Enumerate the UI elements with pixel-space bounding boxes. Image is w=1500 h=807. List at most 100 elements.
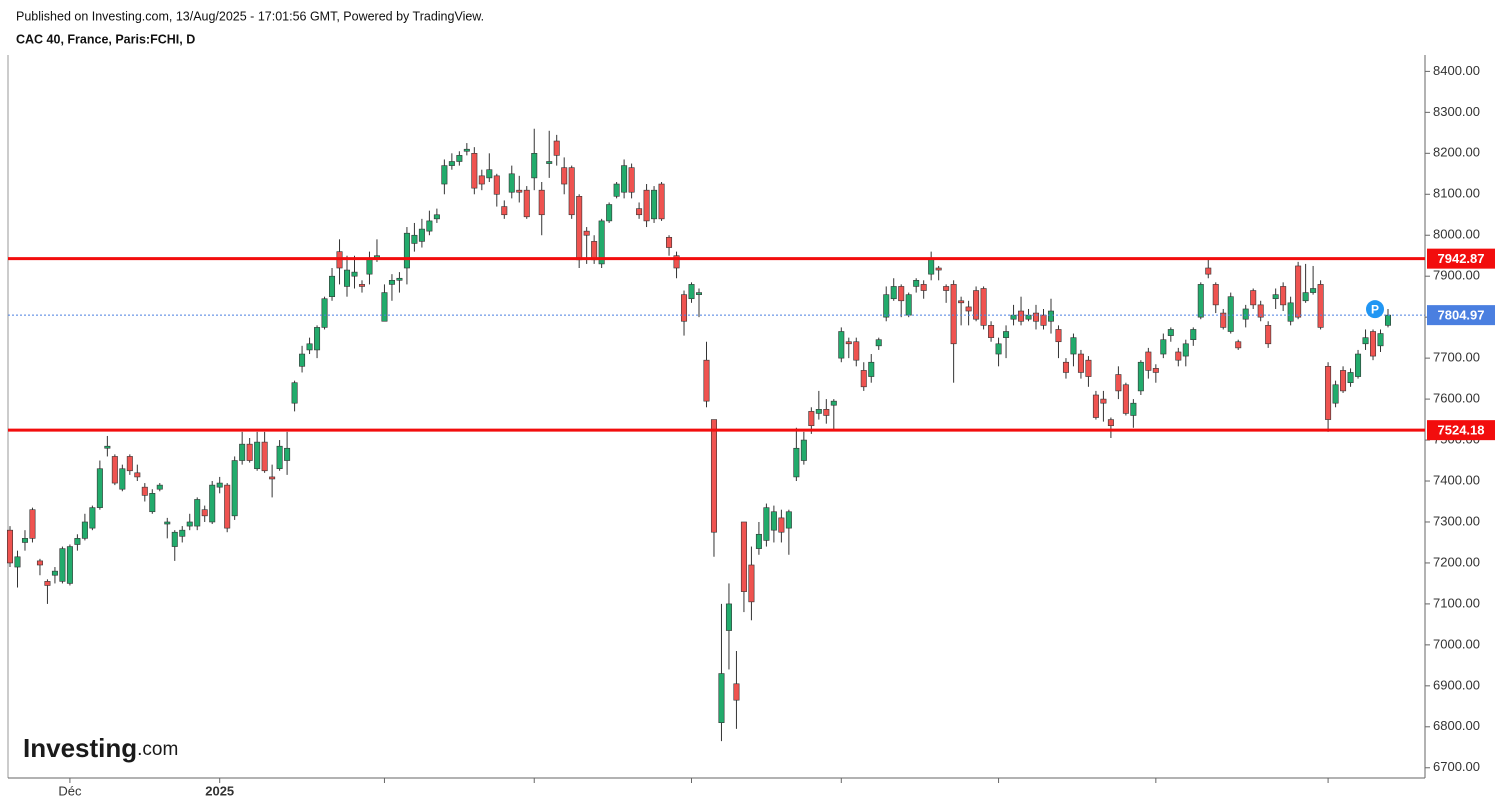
- x-tick-label: Déc: [58, 783, 82, 798]
- candle-body: [141, 486, 148, 496]
- candle-body: [621, 165, 628, 193]
- candle-body: [1085, 359, 1092, 377]
- y-tick-label: 8000.00: [1433, 227, 1480, 242]
- candle-body: [1197, 284, 1204, 318]
- candle-body: [239, 443, 246, 461]
- candle-body: [1047, 310, 1054, 322]
- candle-body: [1227, 296, 1234, 332]
- y-tick-label: 6800.00: [1433, 718, 1480, 733]
- candle-body: [965, 306, 972, 312]
- y-tick-label: 7200.00: [1433, 554, 1480, 569]
- candle-body: [1242, 308, 1249, 320]
- candle-body: [1347, 372, 1354, 384]
- candle-body: [1062, 361, 1069, 373]
- candle-body: [845, 341, 852, 345]
- candle-body: [1332, 384, 1339, 404]
- candle-body: [1340, 370, 1347, 392]
- y-tick-label: 7400.00: [1433, 472, 1480, 487]
- candle-body: [29, 509, 36, 539]
- candle-body: [1295, 265, 1302, 318]
- watermark-brand: Investing: [23, 733, 137, 763]
- candle-body: [1130, 402, 1137, 416]
- candle-body: [1025, 314, 1032, 320]
- candle-body: [66, 546, 73, 584]
- candle-body: [441, 165, 448, 185]
- y-tick-label: 7000.00: [1433, 636, 1480, 651]
- candle-body: [913, 279, 920, 287]
- candle-body: [224, 484, 231, 529]
- candle-body: [793, 447, 800, 478]
- candle-body: [156, 484, 163, 490]
- candle-body: [1287, 302, 1294, 322]
- candle-body: [1145, 351, 1152, 371]
- candle-body: [501, 206, 508, 216]
- candle-body: [943, 286, 950, 291]
- candle-body: [1077, 353, 1084, 373]
- candle-body: [1235, 341, 1242, 349]
- candle-body: [1265, 325, 1272, 345]
- candle-body: [149, 493, 156, 513]
- candle-body: [823, 409, 830, 416]
- candle-body: [306, 343, 313, 351]
- candle-body: [74, 538, 81, 545]
- candle-body: [890, 286, 897, 300]
- candle-body: [1092, 394, 1099, 418]
- candle-body: [1182, 343, 1189, 357]
- candle-body: [1033, 312, 1040, 322]
- candle-body: [523, 189, 530, 218]
- candle-body: [531, 153, 538, 179]
- candle-body: [561, 167, 568, 185]
- y-tick-label: 7900.00: [1433, 268, 1480, 283]
- candle-body: [613, 183, 620, 197]
- candle-body: [51, 570, 58, 576]
- candle-body: [928, 257, 935, 275]
- candle-body: [1272, 294, 1279, 300]
- candle-body: [36, 560, 43, 566]
- candle-body: [59, 548, 66, 582]
- candle-body: [860, 370, 867, 388]
- price-label: 7524.18: [1438, 423, 1485, 438]
- candle-body: [785, 511, 792, 529]
- candle-body: [898, 286, 905, 302]
- candle-body: [770, 511, 777, 531]
- candle-body: [598, 220, 605, 265]
- candle-body: [995, 343, 1002, 355]
- candle-body: [1257, 304, 1264, 318]
- candle-body: [710, 419, 717, 533]
- candle-body: [1362, 337, 1369, 345]
- candle-body: [1018, 310, 1025, 322]
- candle-body: [808, 411, 815, 427]
- candle-body: [508, 173, 515, 193]
- candle-body: [980, 288, 987, 326]
- candle-body: [1302, 292, 1309, 302]
- candle-body: [261, 441, 268, 472]
- y-tick-label: 6700.00: [1433, 759, 1480, 774]
- candle-body: [800, 439, 807, 461]
- chart-title: Published on Investing.com, 13/Aug/2025 …: [16, 9, 484, 23]
- candle-body: [7, 529, 14, 564]
- candle-body: [111, 456, 118, 484]
- candle-body: [269, 476, 276, 480]
- candle-body: [329, 275, 336, 297]
- candle-body: [1310, 288, 1317, 293]
- candle-body: [958, 300, 965, 304]
- candle-body: [1010, 314, 1017, 320]
- price-label-box: [1427, 420, 1495, 441]
- candle-body: [1107, 419, 1114, 427]
- candle-body: [1280, 286, 1287, 306]
- candle-body: [628, 167, 635, 193]
- candle-body: [1122, 384, 1129, 414]
- candle-body: [216, 482, 223, 488]
- candle-body: [478, 175, 485, 185]
- candle-body: [1377, 333, 1384, 347]
- candle-body: [651, 189, 658, 220]
- candle-body: [1115, 374, 1122, 392]
- candle-body: [1317, 284, 1324, 328]
- candle-body: [838, 331, 845, 359]
- candle-body: [1355, 353, 1362, 377]
- candle-body: [1167, 329, 1174, 336]
- y-tick-label: 7700.00: [1433, 350, 1480, 365]
- candle-body: [186, 521, 193, 527]
- candle-body: [576, 196, 583, 261]
- candle-body: [583, 230, 590, 236]
